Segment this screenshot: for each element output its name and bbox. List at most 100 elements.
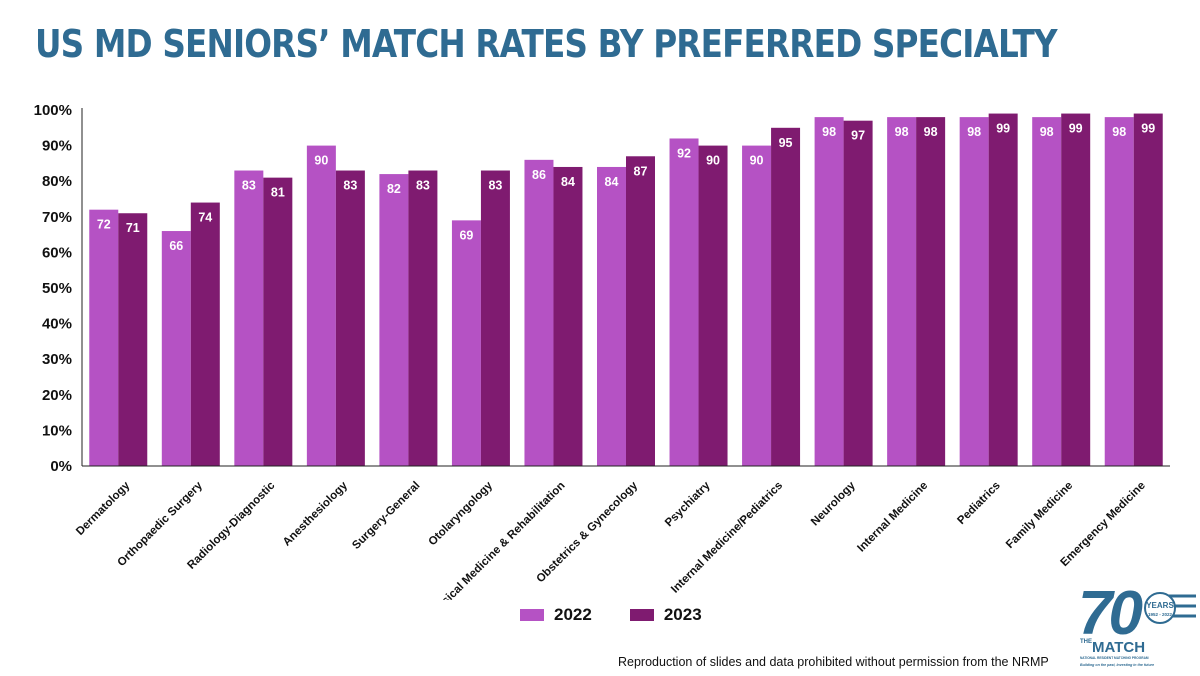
bar-2023 bbox=[1061, 113, 1091, 466]
data-label-2022: 92 bbox=[677, 146, 691, 160]
data-label-2023: 95 bbox=[779, 136, 793, 150]
x-tick-label: Surgery-General bbox=[350, 480, 422, 552]
y-tick-label: 80% bbox=[42, 173, 72, 190]
x-tick-label: Internal Medicine bbox=[855, 480, 930, 555]
y-tick-label: 0% bbox=[50, 458, 72, 475]
logo-span: 1952 - 2022 bbox=[1148, 612, 1173, 617]
bar-2022 bbox=[959, 117, 989, 467]
bar-2022 bbox=[1104, 117, 1134, 467]
data-label-2022: 98 bbox=[1112, 125, 1126, 139]
logo-big-number: 70 bbox=[1078, 579, 1142, 648]
bar-2022 bbox=[524, 159, 554, 466]
data-label-2022: 72 bbox=[97, 218, 111, 232]
y-tick-label: 60% bbox=[42, 244, 72, 261]
data-label-2023: 74 bbox=[198, 211, 212, 225]
legend: 2022 2023 bbox=[520, 605, 702, 625]
y-tick-label: 100% bbox=[34, 102, 72, 119]
data-label-2023: 98 bbox=[924, 125, 938, 139]
bar-2023 bbox=[335, 170, 365, 466]
data-label-2023: 97 bbox=[851, 129, 865, 143]
y-tick-label: 40% bbox=[42, 316, 72, 333]
logo-org: NATIONAL RESIDENT MATCHING PROGRAM bbox=[1080, 656, 1149, 660]
logo-the: THE bbox=[1080, 639, 1092, 645]
bar-2022 bbox=[379, 174, 409, 466]
data-label-2022: 69 bbox=[459, 228, 473, 242]
data-label-2022: 98 bbox=[895, 125, 909, 139]
bar-2022 bbox=[742, 145, 772, 466]
bar-2022 bbox=[887, 117, 917, 467]
bar-2022 bbox=[234, 170, 264, 466]
x-tick-label: Dermatology bbox=[74, 479, 133, 538]
y-axis: 0% 10% 20% 30% 40% 50% 60% 70% 80% 90% 100% bbox=[34, 102, 83, 475]
legend-label-2023: 2023 bbox=[663, 605, 702, 624]
bar-2023 bbox=[988, 113, 1018, 466]
bar-chart: 0% 10% 20% 30% 40% 50% 60% 70% 80% 90% 100% 72 71 66… bbox=[34, 102, 1170, 600]
bar-2023 bbox=[771, 127, 801, 467]
x-tick-label: Pediatrics bbox=[955, 480, 1002, 527]
legend-item-2022: 2022 bbox=[520, 605, 592, 625]
data-label-2023: 99 bbox=[1141, 122, 1155, 136]
data-label-2022: 98 bbox=[1040, 125, 1054, 139]
bar-2023 bbox=[843, 120, 873, 467]
bar-2023 bbox=[1133, 113, 1163, 466]
data-label-2022: 83 bbox=[242, 179, 256, 193]
bar-2022 bbox=[597, 166, 626, 466]
legend-label-2022: 2022 bbox=[554, 605, 592, 624]
bar-2022 bbox=[814, 117, 844, 467]
data-label-2023: 83 bbox=[416, 179, 430, 193]
data-label-2022: 84 bbox=[605, 175, 619, 189]
bar-2023 bbox=[263, 177, 293, 466]
legend-item-2023: 2023 bbox=[629, 605, 702, 625]
bar-2022 bbox=[451, 220, 481, 466]
bar-2022 bbox=[669, 138, 699, 467]
bar-2022 bbox=[1032, 117, 1062, 467]
bar-2023 bbox=[916, 117, 946, 467]
data-label-2022: 86 bbox=[532, 168, 546, 182]
bar-2022 bbox=[161, 231, 191, 466]
bar-2023 bbox=[480, 170, 510, 466]
logo-tagline: Building on the past, Investing in the f… bbox=[1080, 663, 1154, 667]
data-label-2022: 98 bbox=[967, 125, 981, 139]
data-label-2023: 83 bbox=[343, 179, 357, 193]
bar-2023 bbox=[626, 156, 655, 466]
y-tick-label: 70% bbox=[42, 209, 72, 226]
bar-2023 bbox=[118, 213, 148, 466]
logo-badge bbox=[1144, 592, 1176, 624]
y-tick-label: 90% bbox=[42, 138, 72, 155]
bars bbox=[89, 113, 1163, 467]
data-label-2022: 98 bbox=[822, 125, 836, 139]
x-tick-label: Neurology bbox=[809, 479, 858, 528]
y-tick-label: 20% bbox=[42, 387, 72, 404]
legend-swatch-2022 bbox=[520, 609, 544, 621]
chart-title: US MD SENIORS’ MATCH RATES BY PREFERRED … bbox=[35, 22, 1058, 66]
y-tick-label: 50% bbox=[42, 280, 72, 297]
data-label-2023: 71 bbox=[126, 221, 140, 235]
y-tick-label: 30% bbox=[42, 351, 72, 368]
data-label-2023: 87 bbox=[634, 164, 648, 178]
data-label-2023: 81 bbox=[271, 186, 285, 200]
data-label-2022: 90 bbox=[750, 154, 764, 168]
y-tick-label: 10% bbox=[42, 422, 72, 439]
logo-match: MATCH bbox=[1092, 639, 1145, 656]
data-label-2023: 84 bbox=[561, 175, 575, 189]
x-tick-label: Otolaryngology bbox=[426, 479, 495, 548]
logo-years: YEARS bbox=[1146, 601, 1174, 610]
bar-2022 bbox=[306, 145, 336, 466]
bar-2022 bbox=[89, 209, 119, 466]
x-tick-label: Psychiatry bbox=[663, 479, 713, 529]
bar-2023 bbox=[408, 170, 438, 466]
data-label-2023: 90 bbox=[706, 154, 720, 168]
x-tick-label: Family Medicine bbox=[1004, 480, 1075, 551]
match-70-years-logo: 70 YEARS 1952 - 2022 THE MATCH NATIONAL … bbox=[1078, 579, 1196, 667]
bar-2023 bbox=[553, 166, 583, 466]
x-tick-label: Emergency Medicine bbox=[1058, 480, 1147, 569]
data-label-2023: 83 bbox=[488, 179, 502, 193]
bar-2023 bbox=[698, 145, 728, 466]
data-label-2022: 66 bbox=[169, 239, 183, 253]
legend-swatch-2023 bbox=[629, 609, 654, 621]
data-labels: 72 71 66 74 83 81 90 83 82 83 69 83 86 84 84 87 92 90 90 95… bbox=[97, 122, 1155, 253]
data-label-2023: 99 bbox=[1069, 122, 1083, 136]
data-label-2022: 82 bbox=[387, 182, 401, 196]
data-label-2022: 90 bbox=[314, 154, 328, 168]
